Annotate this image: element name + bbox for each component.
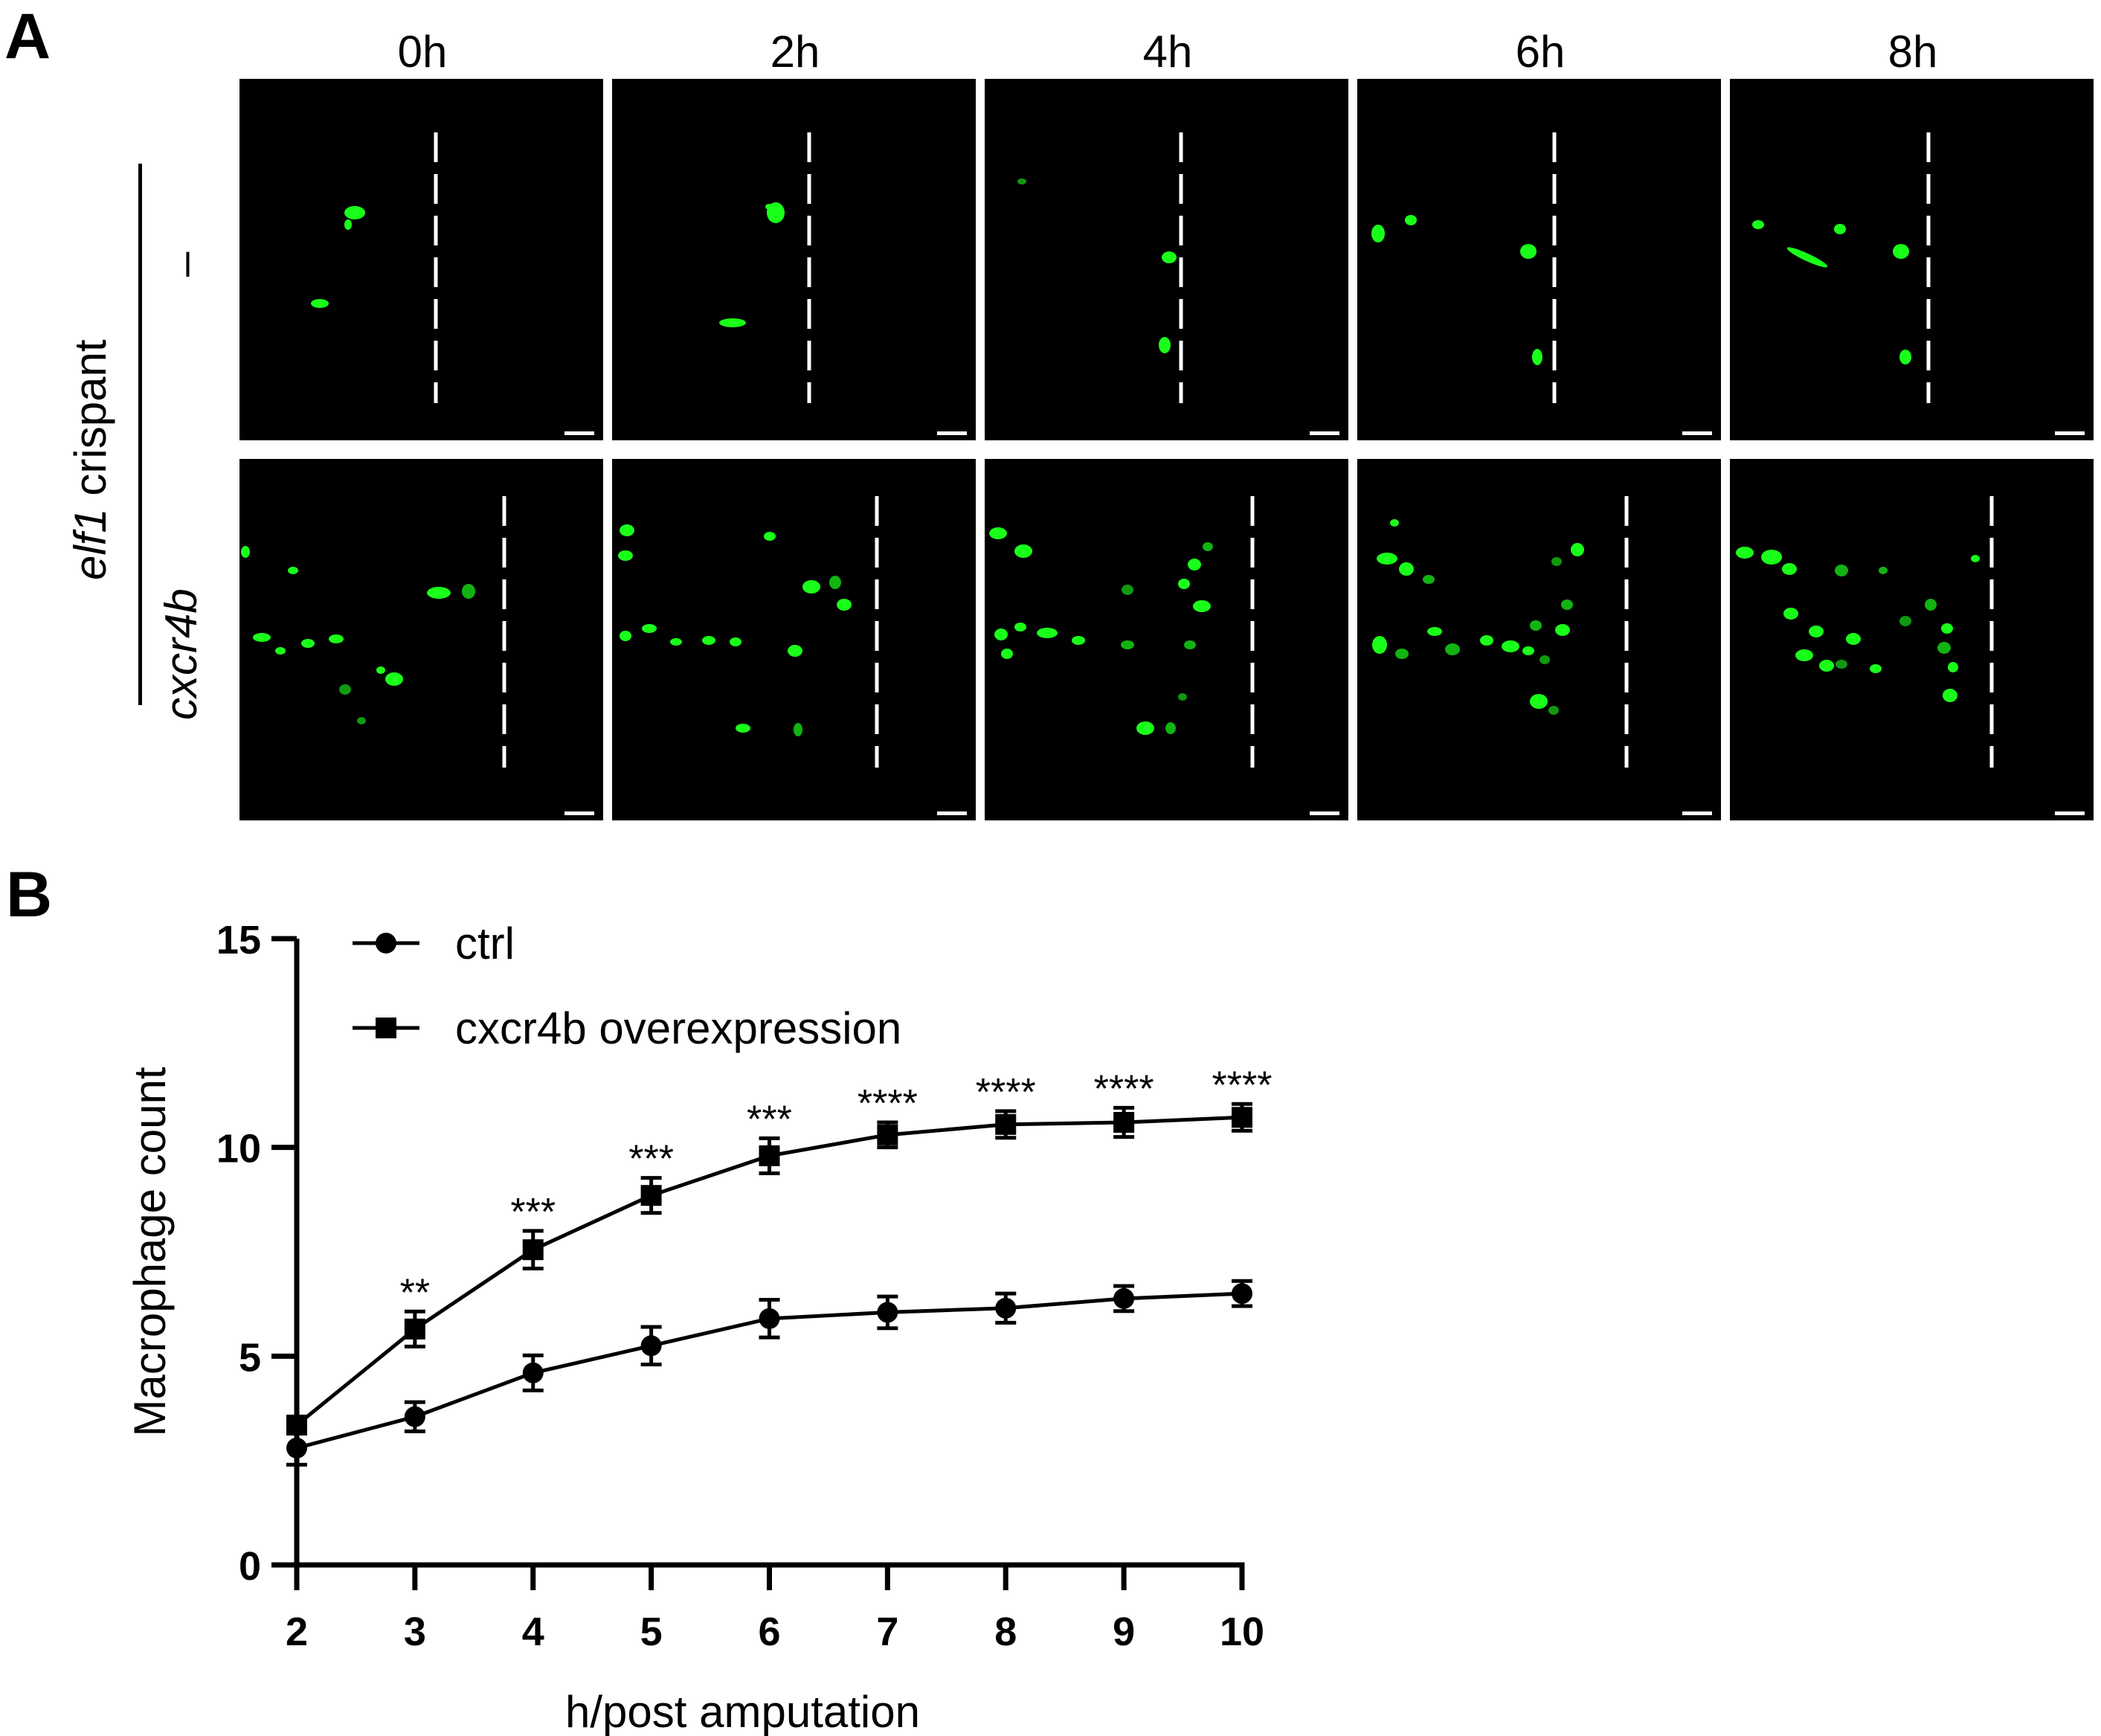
data-point-0-8 bbox=[995, 1297, 1017, 1319]
micrograph-cxcr4b-2h bbox=[612, 459, 976, 820]
y-tick-label-0: 0 bbox=[239, 1544, 261, 1589]
y-tick-label-15: 15 bbox=[216, 918, 261, 962]
x-tick-label-3: 3 bbox=[404, 1610, 426, 1654]
panel-b-letter: B bbox=[6, 859, 53, 930]
data-point-0-4 bbox=[522, 1362, 544, 1383]
significance-4: *** bbox=[510, 1191, 556, 1234]
micrograph-cxcr4b-6h bbox=[1357, 459, 1721, 820]
micrograph-ctrl-8h bbox=[1730, 79, 2094, 440]
row-label-control: – bbox=[159, 251, 209, 277]
column-label-2h: 2h bbox=[770, 27, 820, 77]
x-tick-label-7: 7 bbox=[876, 1610, 898, 1654]
data-point-0-2 bbox=[286, 1437, 307, 1459]
macrophage-count-chart: 0 5 10 15 2 3 4 5 6 7 8 9 10 h/post amputation Macroph… bbox=[125, 918, 1272, 1736]
significance-7: **** bbox=[858, 1082, 918, 1125]
micrograph-ctrl-6h-image bbox=[1371, 132, 1712, 435]
y-axis-label: Macrophage count bbox=[125, 1067, 175, 1436]
micrograph-ctrl-6h bbox=[1357, 79, 1721, 440]
data-point-1-4 bbox=[522, 1239, 544, 1261]
group-label-gene: elf1 bbox=[65, 508, 115, 580]
micrograph-cxcr4b-4h-image bbox=[989, 496, 1339, 815]
data-point-1-3 bbox=[404, 1318, 425, 1340]
micrograph-ctrl-4h bbox=[985, 79, 1348, 440]
group-label: elf1 crispant bbox=[65, 339, 115, 580]
x-tick-label-2: 2 bbox=[286, 1610, 308, 1654]
legend-marker-1 bbox=[376, 1018, 396, 1038]
column-label-0h: 0h bbox=[397, 27, 448, 77]
significance-9: **** bbox=[1094, 1067, 1154, 1110]
x-tick-label-5: 5 bbox=[640, 1610, 663, 1654]
data-point-0-6 bbox=[759, 1308, 780, 1329]
data-point-0-7 bbox=[877, 1302, 898, 1323]
significance-5: *** bbox=[628, 1138, 674, 1181]
row-group-bracket bbox=[138, 164, 142, 705]
data-point-1-10 bbox=[1232, 1107, 1252, 1128]
micrograph-cxcr4b-0h bbox=[239, 459, 603, 820]
x-tick-label-10: 10 bbox=[1220, 1610, 1264, 1654]
data-point-1-8 bbox=[995, 1113, 1017, 1135]
y-tick-label-5: 5 bbox=[239, 1335, 261, 1380]
row-label-cxcr4b: cxcr4b bbox=[156, 588, 206, 720]
micrograph-ctrl-0h-image bbox=[311, 132, 594, 435]
micrograph-cxcr4b-6h-image bbox=[1372, 496, 1712, 815]
micrograph-cxcr4b-0h-image bbox=[241, 496, 594, 815]
data-point-1-5 bbox=[640, 1185, 662, 1206]
micrograph-cxcr4b-8h-image bbox=[1736, 496, 2085, 815]
panel-a-letter: A bbox=[4, 1, 51, 72]
data-point-0-10 bbox=[1232, 1283, 1252, 1305]
data-point-1-6 bbox=[759, 1145, 780, 1166]
group-label-rest: crispant bbox=[65, 339, 115, 509]
y-tick-label-10: 10 bbox=[216, 1127, 261, 1171]
legend-label-1: cxcr4b overexpression bbox=[455, 1003, 901, 1053]
x-tick-label-6: 6 bbox=[758, 1610, 780, 1654]
x-tick-label-8: 8 bbox=[994, 1610, 1017, 1654]
data-point-1-9 bbox=[1113, 1111, 1135, 1133]
micrograph-ctrl-2h bbox=[612, 79, 976, 440]
column-label-8h: 8h bbox=[1888, 27, 1938, 77]
data-point-0-9 bbox=[1113, 1287, 1135, 1309]
significance-10: **** bbox=[1212, 1064, 1272, 1107]
x-axis-label: h/post amputation bbox=[565, 1687, 920, 1736]
data-point-1-2 bbox=[286, 1414, 307, 1436]
legend-marker-0 bbox=[376, 933, 396, 954]
significance-8: **** bbox=[976, 1071, 1036, 1114]
x-tick-label-9: 9 bbox=[1113, 1610, 1135, 1654]
micrograph-cxcr4b-2h-image bbox=[618, 496, 967, 815]
micrograph-cxcr4b-4h bbox=[985, 459, 1348, 820]
data-point-0-5 bbox=[640, 1335, 662, 1357]
micrograph-ctrl-8h-image bbox=[1752, 132, 2085, 435]
data-point-0-3 bbox=[404, 1406, 425, 1427]
data-point-1-7 bbox=[877, 1124, 898, 1145]
micrograph-ctrl-4h-image bbox=[1017, 132, 1339, 435]
column-label-4h: 4h bbox=[1142, 27, 1193, 77]
x-tick-label-4: 4 bbox=[522, 1610, 544, 1654]
column-label-6h: 6h bbox=[1515, 27, 1566, 77]
micrograph-cxcr4b-8h bbox=[1730, 459, 2094, 820]
micrograph-ctrl-2h-image bbox=[719, 132, 967, 435]
significance-6: *** bbox=[747, 1098, 792, 1141]
micrograph-ctrl-0h bbox=[239, 79, 603, 440]
significance-3: ** bbox=[400, 1271, 430, 1314]
legend-label-0: ctrl bbox=[455, 919, 515, 968]
